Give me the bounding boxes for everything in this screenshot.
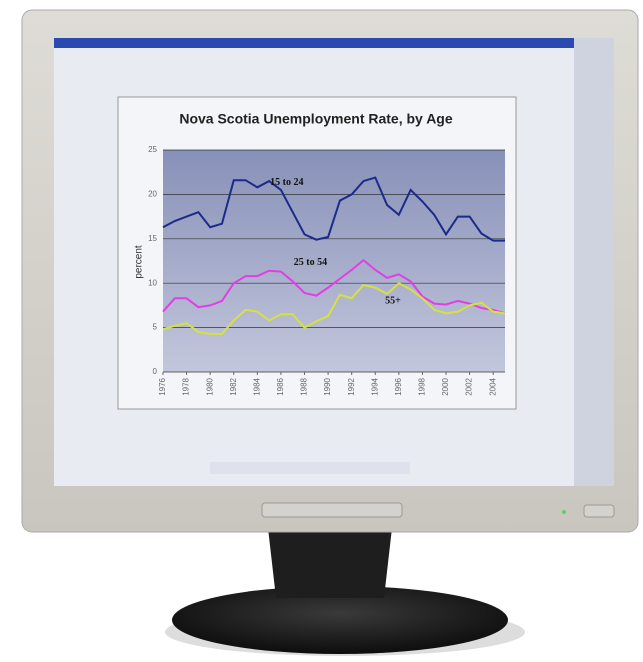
- x-tick-label: 2002: [465, 377, 474, 395]
- x-tick-label: 1994: [370, 377, 379, 395]
- y-tick-label: 25: [148, 145, 157, 154]
- x-tick-label: 1992: [347, 377, 356, 395]
- series-label: 55+: [385, 295, 401, 306]
- viewer-toolbar: [210, 462, 410, 474]
- x-tick-label: 1976: [158, 377, 167, 395]
- x-tick-label: 1984: [252, 377, 261, 395]
- x-tick-label: 1990: [323, 377, 332, 395]
- x-tick-label: 1982: [229, 377, 238, 395]
- x-tick-label: 2004: [488, 377, 497, 395]
- x-tick-label: 1996: [394, 377, 403, 395]
- y-tick-label: 10: [148, 278, 157, 287]
- y-axis-label: percent: [134, 245, 145, 279]
- x-tick-label: 2000: [441, 377, 450, 395]
- stand-neck: [268, 528, 392, 598]
- x-tick-label: 1998: [418, 377, 427, 395]
- power-button: [584, 505, 614, 517]
- monitor-photo: Nova Scotia Unemployment Rate, by Age pe…: [0, 0, 643, 662]
- x-tick-label: 1978: [182, 377, 191, 395]
- buttons: [262, 503, 402, 517]
- plot-area: [163, 150, 505, 372]
- y-tick-label: 20: [148, 190, 157, 199]
- series-label: 25 to 54: [294, 257, 327, 268]
- series-label: 15 to 24: [270, 177, 303, 188]
- side-panel: [574, 38, 614, 486]
- power-led: [562, 510, 566, 514]
- window-titlebar: [54, 38, 574, 48]
- x-tick-label: 1986: [276, 377, 285, 395]
- x-tick-label: 1988: [300, 377, 309, 395]
- chart-title: Nova Scotia Unemployment Rate, by Age: [179, 111, 453, 127]
- y-tick-label: 15: [148, 234, 157, 243]
- x-tick-label: 1980: [205, 377, 214, 395]
- y-tick-label: 5: [153, 323, 158, 332]
- y-tick-label: 0: [153, 367, 158, 376]
